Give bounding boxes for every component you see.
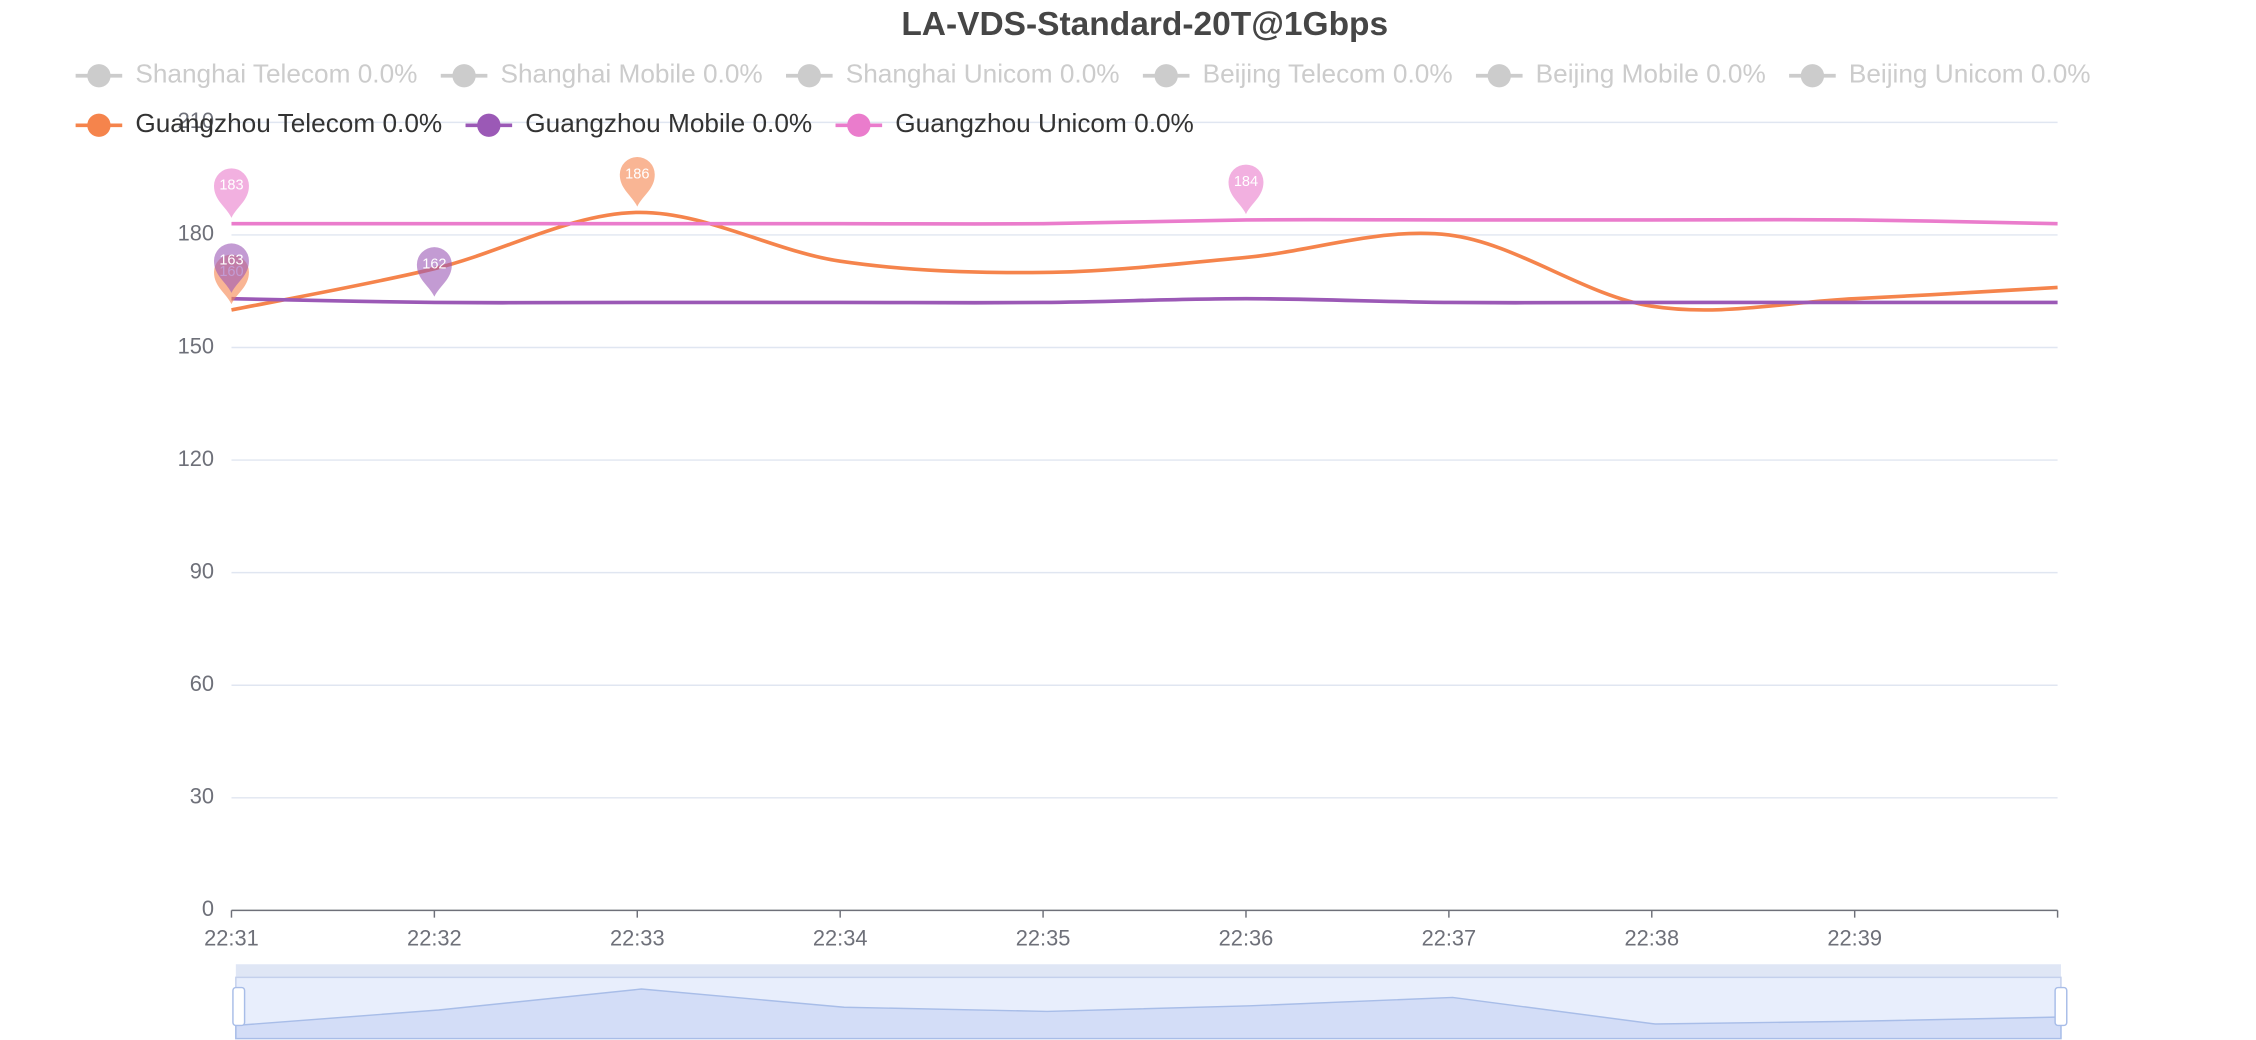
legend-item[interactable]: Shanghai Telecom 0.0% (75, 59, 418, 89)
mark-point (1228, 164, 1264, 215)
legend-label: Guangzhou Unicom 0.0% (895, 108, 1194, 138)
y-tick-label: 30 (190, 784, 214, 809)
x-tick-label: 22:35 (1016, 925, 1071, 950)
mark-point (619, 157, 655, 207)
mark-point-label: 183 (219, 178, 243, 194)
legend-item[interactable]: Shanghai Unicom 0.0% (786, 59, 1120, 89)
mark-point-label: 163 (219, 253, 243, 269)
x-tick-label: 22:37 (1422, 925, 1477, 950)
mark-point-label: 162 (422, 256, 446, 272)
series-line (231, 217, 2058, 226)
legend-label: Shanghai Mobile 0.0% (500, 59, 762, 89)
x-tick-label: 22:38 (1624, 925, 1679, 950)
mark-point (213, 168, 249, 218)
x-tick-label: 22:32 (407, 925, 462, 950)
x-tick-label: 22:34 (813, 925, 868, 950)
zoom-bar[interactable] (235, 964, 2061, 978)
legend-item[interactable]: Guangzhou Unicom 0.0% (835, 108, 1194, 138)
legend-dot (87, 64, 111, 88)
x-tick-label: 22:31 (204, 925, 259, 950)
legend-item[interactable]: Beijing Mobile 0.0% (1475, 59, 1766, 89)
mark-point-label: 184 (1234, 174, 1258, 190)
legend-item[interactable]: Shanghai Mobile 0.0% (440, 59, 763, 89)
legend-dot (847, 113, 871, 137)
legend-dot (1800, 64, 1825, 88)
y-tick-label: 180 (178, 221, 214, 246)
mark-point (213, 243, 249, 293)
series-line (231, 296, 2058, 305)
legend-dot (87, 113, 111, 137)
y-tick-label: 120 (178, 446, 214, 471)
mark-point (416, 247, 452, 297)
legend-dot (797, 64, 821, 88)
legend-label: Guangzhou Telecom 0.0% (135, 108, 442, 138)
x-tick-label: 22:39 (1827, 925, 1882, 950)
legend-label: Beijing Telecom 0.0% (1203, 59, 1453, 89)
legend-item[interactable]: Guangzhou Mobile 0.0% (465, 108, 813, 138)
y-tick-label: 90 (190, 558, 214, 583)
legend-dot (477, 113, 501, 137)
series-line (231, 210, 2058, 312)
legend-dot (1487, 64, 1511, 88)
legend-label: Guangzhou Mobile 0.0% (525, 108, 812, 138)
x-tick-label: 22:36 (1219, 925, 1274, 950)
y-tick-label: 0 (202, 896, 214, 921)
legend-dot (452, 64, 476, 88)
chart-title: LA-VDS-Standard-20T@1Gbps (901, 6, 1388, 43)
x-tick-label: 22:33 (610, 925, 665, 950)
legend-item[interactable]: Beijing Unicom 0.0% (1789, 59, 2091, 89)
mark-point-label: 186 (625, 166, 649, 182)
zoom-handle[interactable] (232, 986, 246, 1027)
y-tick-label: 60 (190, 671, 214, 696)
y-tick-label: 150 (178, 333, 214, 358)
legend-dot (1154, 64, 1178, 88)
legend-label: Beijing Mobile 0.0% (1536, 59, 1766, 89)
zoom-handle[interactable] (2054, 986, 2068, 1027)
legend-item[interactable]: Beijing Telecom 0.0% (1142, 59, 1453, 89)
legend-label: Shanghai Telecom 0.0% (135, 59, 417, 89)
legend-item[interactable]: Guangzhou Telecom 0.0% (75, 108, 443, 138)
legend-label: Shanghai Unicom 0.0% (846, 59, 1120, 89)
y-tick-label: 210 (178, 108, 214, 133)
legend-label: Beijing Unicom 0.0% (1849, 59, 2091, 89)
